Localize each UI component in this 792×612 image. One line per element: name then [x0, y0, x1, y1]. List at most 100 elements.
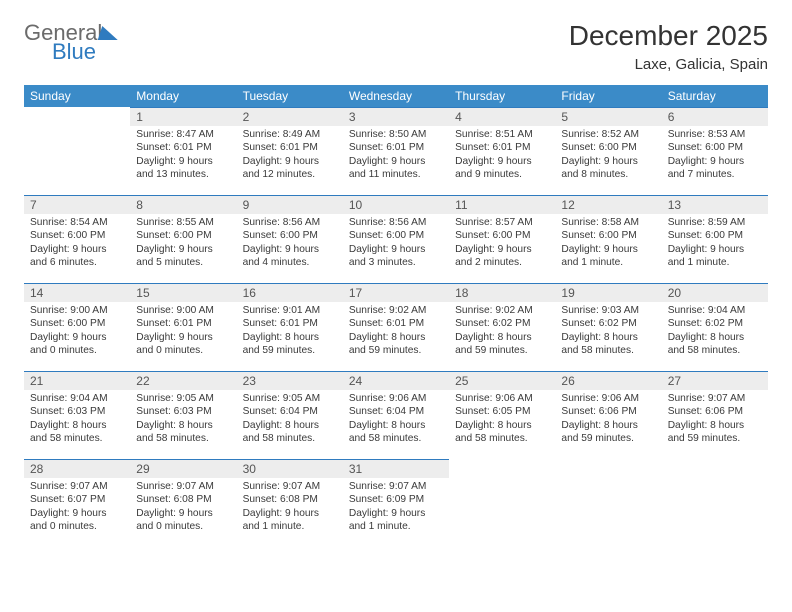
logo: General Blue — [24, 20, 120, 63]
sunrise-text: Sunrise: 9:07 AM — [243, 480, 337, 493]
daylight-text: Daylight: 9 hours and 1 minute. — [561, 243, 655, 270]
calendar-cell: 19Sunrise: 9:03 AMSunset: 6:02 PMDayligh… — [555, 283, 661, 371]
day-body: Sunrise: 8:53 AMSunset: 6:00 PMDaylight:… — [662, 126, 768, 188]
calendar-cell: 13Sunrise: 8:59 AMSunset: 6:00 PMDayligh… — [662, 195, 768, 283]
day-body: Sunrise: 8:47 AMSunset: 6:01 PMDaylight:… — [130, 126, 236, 188]
calendar-cell: 29Sunrise: 9:07 AMSunset: 6:08 PMDayligh… — [130, 459, 236, 547]
sunrise-text: Sunrise: 9:04 AM — [30, 392, 124, 405]
calendar-row: 1Sunrise: 8:47 AMSunset: 6:01 PMDaylight… — [24, 107, 768, 195]
calendar-cell: 27Sunrise: 9:07 AMSunset: 6:06 PMDayligh… — [662, 371, 768, 459]
calendar-cell: 16Sunrise: 9:01 AMSunset: 6:01 PMDayligh… — [237, 283, 343, 371]
day-number: 25 — [449, 371, 555, 390]
day-body: Sunrise: 9:02 AMSunset: 6:02 PMDaylight:… — [449, 302, 555, 364]
sunset-text: Sunset: 6:01 PM — [136, 317, 230, 330]
daylight-text: Daylight: 9 hours and 1 minute. — [243, 507, 337, 534]
calendar-cell: 11Sunrise: 8:57 AMSunset: 6:00 PMDayligh… — [449, 195, 555, 283]
weekday-header: Tuesday — [237, 85, 343, 107]
sunset-text: Sunset: 6:01 PM — [243, 317, 337, 330]
daylight-text: Daylight: 8 hours and 59 minutes. — [455, 331, 549, 358]
sunset-text: Sunset: 6:00 PM — [561, 141, 655, 154]
day-body: Sunrise: 9:04 AMSunset: 6:02 PMDaylight:… — [662, 302, 768, 364]
calendar-cell: 30Sunrise: 9:07 AMSunset: 6:08 PMDayligh… — [237, 459, 343, 547]
daylight-text: Daylight: 8 hours and 59 minutes. — [561, 419, 655, 446]
day-number: 2 — [237, 107, 343, 126]
day-body: Sunrise: 8:54 AMSunset: 6:00 PMDaylight:… — [24, 214, 130, 276]
sunrise-text: Sunrise: 9:05 AM — [136, 392, 230, 405]
day-number: 16 — [237, 283, 343, 302]
sunrise-text: Sunrise: 8:47 AM — [136, 128, 230, 141]
daylight-text: Daylight: 9 hours and 3 minutes. — [349, 243, 443, 270]
daylight-text: Daylight: 8 hours and 58 minutes. — [30, 419, 124, 446]
day-number: 20 — [662, 283, 768, 302]
calendar-cell: 4Sunrise: 8:51 AMSunset: 6:01 PMDaylight… — [449, 107, 555, 195]
title-block: December 2025 Laxe, Galicia, Spain — [569, 20, 768, 73]
calendar-cell: 14Sunrise: 9:00 AMSunset: 6:00 PMDayligh… — [24, 283, 130, 371]
calendar-cell: 21Sunrise: 9:04 AMSunset: 6:03 PMDayligh… — [24, 371, 130, 459]
sunset-text: Sunset: 6:00 PM — [455, 229, 549, 242]
day-body: Sunrise: 9:04 AMSunset: 6:03 PMDaylight:… — [24, 390, 130, 452]
weekday-header: Saturday — [662, 85, 768, 107]
daylight-text: Daylight: 8 hours and 58 minutes. — [136, 419, 230, 446]
sunset-text: Sunset: 6:00 PM — [349, 229, 443, 242]
calendar-cell: 28Sunrise: 9:07 AMSunset: 6:07 PMDayligh… — [24, 459, 130, 547]
calendar-cell: 24Sunrise: 9:06 AMSunset: 6:04 PMDayligh… — [343, 371, 449, 459]
day-number: 5 — [555, 107, 661, 126]
day-body: Sunrise: 9:07 AMSunset: 6:07 PMDaylight:… — [24, 478, 130, 540]
sunset-text: Sunset: 6:07 PM — [30, 493, 124, 506]
daylight-text: Daylight: 9 hours and 5 minutes. — [136, 243, 230, 270]
sunrise-text: Sunrise: 8:50 AM — [349, 128, 443, 141]
sunset-text: Sunset: 6:01 PM — [349, 317, 443, 330]
daylight-text: Daylight: 8 hours and 58 minutes. — [455, 419, 549, 446]
daylight-text: Daylight: 8 hours and 58 minutes. — [349, 419, 443, 446]
calendar-cell: 5Sunrise: 8:52 AMSunset: 6:00 PMDaylight… — [555, 107, 661, 195]
sunrise-text: Sunrise: 9:02 AM — [349, 304, 443, 317]
header: General Blue December 2025 Laxe, Galicia… — [24, 20, 768, 73]
day-number: 10 — [343, 195, 449, 214]
day-body: Sunrise: 9:05 AMSunset: 6:03 PMDaylight:… — [130, 390, 236, 452]
calendar-cell: 6Sunrise: 8:53 AMSunset: 6:00 PMDaylight… — [662, 107, 768, 195]
day-body: Sunrise: 8:56 AMSunset: 6:00 PMDaylight:… — [343, 214, 449, 276]
sunset-text: Sunset: 6:01 PM — [136, 141, 230, 154]
calendar-cell: 22Sunrise: 9:05 AMSunset: 6:03 PMDayligh… — [130, 371, 236, 459]
day-body: Sunrise: 8:59 AMSunset: 6:00 PMDaylight:… — [662, 214, 768, 276]
calendar-row: 14Sunrise: 9:00 AMSunset: 6:00 PMDayligh… — [24, 283, 768, 371]
daylight-text: Daylight: 9 hours and 0 minutes. — [136, 507, 230, 534]
day-body: Sunrise: 9:01 AMSunset: 6:01 PMDaylight:… — [237, 302, 343, 364]
sunrise-text: Sunrise: 9:00 AM — [30, 304, 124, 317]
sail-icon — [98, 26, 123, 40]
calendar-body: 1Sunrise: 8:47 AMSunset: 6:01 PMDaylight… — [24, 107, 768, 547]
sunset-text: Sunset: 6:01 PM — [349, 141, 443, 154]
sunset-text: Sunset: 6:02 PM — [668, 317, 762, 330]
day-number: 9 — [237, 195, 343, 214]
weekday-header: Wednesday — [343, 85, 449, 107]
sunset-text: Sunset: 6:04 PM — [243, 405, 337, 418]
day-number: 23 — [237, 371, 343, 390]
calendar-cell — [449, 459, 555, 547]
logo-word-blue: Blue — [52, 40, 120, 63]
daylight-text: Daylight: 8 hours and 59 minutes. — [243, 331, 337, 358]
daylight-text: Daylight: 8 hours and 59 minutes. — [349, 331, 443, 358]
daylight-text: Daylight: 8 hours and 58 minutes. — [668, 331, 762, 358]
location-text: Laxe, Galicia, Spain — [569, 56, 768, 73]
calendar-row: 28Sunrise: 9:07 AMSunset: 6:07 PMDayligh… — [24, 459, 768, 547]
calendar-cell: 10Sunrise: 8:56 AMSunset: 6:00 PMDayligh… — [343, 195, 449, 283]
sunrise-text: Sunrise: 8:54 AM — [30, 216, 124, 229]
daylight-text: Daylight: 9 hours and 1 minute. — [668, 243, 762, 270]
sunrise-text: Sunrise: 8:55 AM — [136, 216, 230, 229]
sunset-text: Sunset: 6:00 PM — [561, 229, 655, 242]
calendar-cell: 8Sunrise: 8:55 AMSunset: 6:00 PMDaylight… — [130, 195, 236, 283]
day-body: Sunrise: 9:07 AMSunset: 6:08 PMDaylight:… — [130, 478, 236, 540]
calendar-cell: 26Sunrise: 9:06 AMSunset: 6:06 PMDayligh… — [555, 371, 661, 459]
sunset-text: Sunset: 6:03 PM — [30, 405, 124, 418]
daylight-text: Daylight: 9 hours and 11 minutes. — [349, 155, 443, 182]
weekday-header: Monday — [130, 85, 236, 107]
day-body: Sunrise: 8:56 AMSunset: 6:00 PMDaylight:… — [237, 214, 343, 276]
day-number: 22 — [130, 371, 236, 390]
sunset-text: Sunset: 6:06 PM — [561, 405, 655, 418]
calendar-head: SundayMondayTuesdayWednesdayThursdayFrid… — [24, 85, 768, 107]
sunrise-text: Sunrise: 9:00 AM — [136, 304, 230, 317]
calendar-cell — [662, 459, 768, 547]
sunset-text: Sunset: 6:05 PM — [455, 405, 549, 418]
day-body: Sunrise: 9:07 AMSunset: 6:08 PMDaylight:… — [237, 478, 343, 540]
sunrise-text: Sunrise: 9:06 AM — [455, 392, 549, 405]
